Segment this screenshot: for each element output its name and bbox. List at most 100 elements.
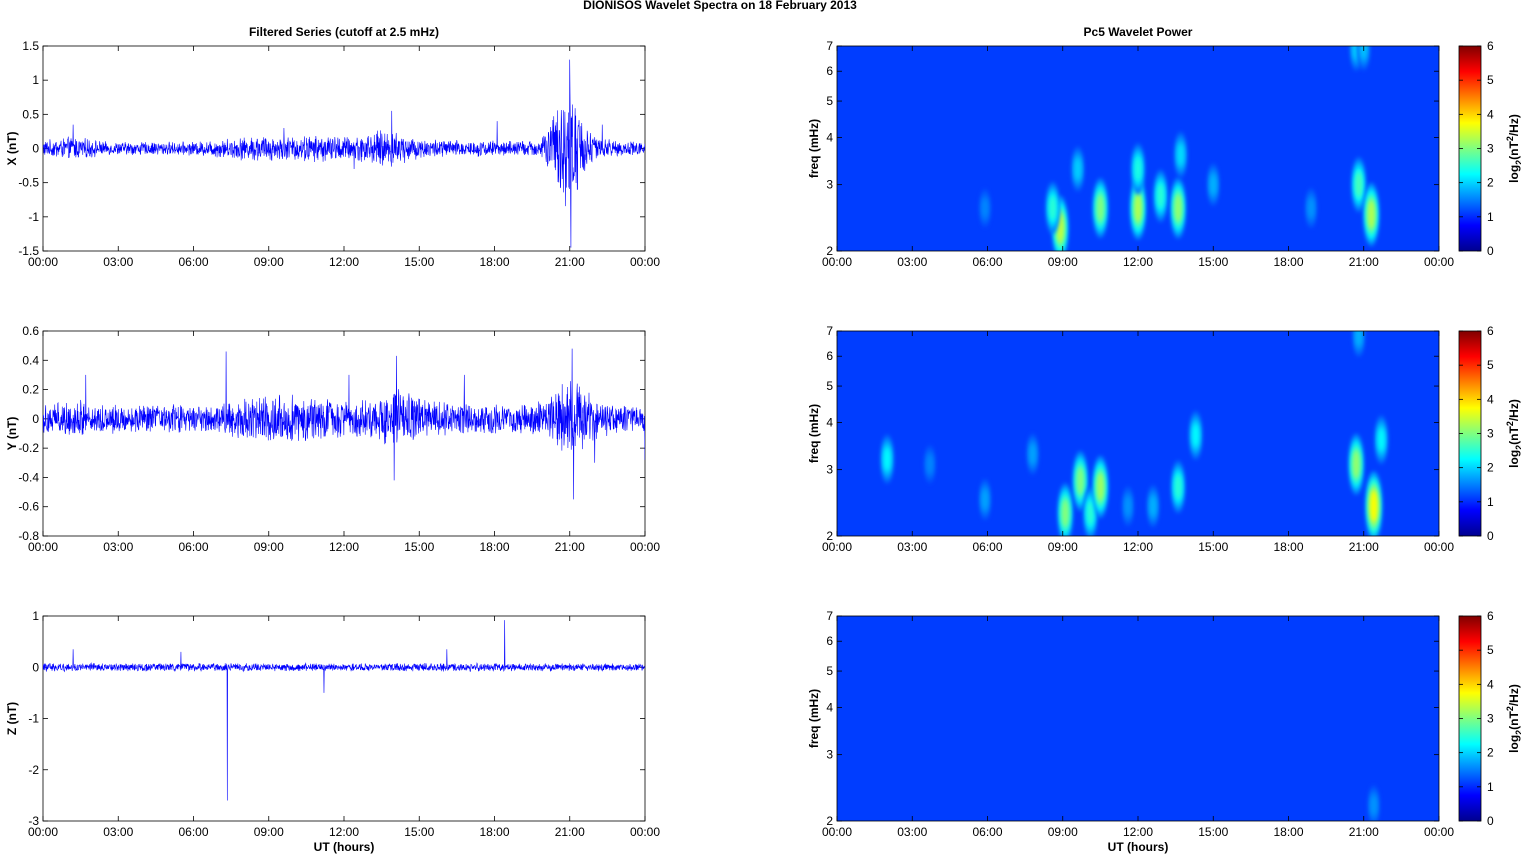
power-blob [982, 489, 988, 510]
x-tick-label: 00:00 [630, 255, 660, 269]
power-blob [1061, 499, 1069, 527]
colorbar-tick-label: 0 [1487, 529, 1494, 543]
colorbar-label: log2(nT2/Hz) [1505, 114, 1521, 183]
y-tick-label: 2 [826, 814, 833, 828]
power-blob [1355, 331, 1362, 346]
y-tick-label: 3 [826, 178, 833, 192]
x-tick-label: 00:00 [822, 540, 852, 554]
x-tick-label: 12:00 [329, 255, 359, 269]
colorbar-tick-label: 3 [1487, 142, 1494, 156]
colorbar-tick-label: 5 [1487, 73, 1494, 87]
x-tick-label: 21:00 [555, 255, 585, 269]
y-tick-label: 7 [826, 609, 833, 623]
power-blob [1076, 467, 1084, 495]
colorbar-tick-label: 4 [1487, 677, 1494, 691]
power-blob [1352, 450, 1360, 479]
x-tick-label: 00:00 [28, 825, 58, 839]
heatmap-panel-1: 00:00 03:00 06:00 09:00 12:00 15:00 18:00 21:00… [807, 25, 1521, 269]
y-tick-label: 0.4 [22, 353, 39, 367]
x-tick-label: 06:00 [972, 825, 1002, 839]
power-blob [1353, 46, 1360, 59]
y-tick-label: -0.2 [18, 441, 39, 455]
power-blob [1134, 157, 1142, 181]
power-blob [1134, 193, 1142, 223]
x-tick-label: 09:00 [254, 825, 284, 839]
axes-frame [42, 45, 646, 252]
y-axis-label: Y (nT) [5, 417, 19, 451]
power-blob [1308, 198, 1314, 218]
line-panel-y: 00:00 03:00 06:00 09:00 12:00 15:00 18:00 21:00… [5, 324, 660, 554]
x-tick-label: 06:00 [178, 255, 208, 269]
x-axis-label: UT (hours) [314, 840, 375, 854]
x-tick-label: 00:00 [1424, 255, 1454, 269]
y-tick-label: -1.5 [18, 244, 39, 258]
power-blob [1174, 194, 1182, 223]
x-tick-label: 00:00 [1424, 540, 1454, 554]
power-blob [1074, 158, 1081, 180]
x-tick-label: 03:00 [103, 540, 133, 554]
axes-title: Pc5 Wavelet Power [1084, 25, 1193, 39]
x-tick-label: 09:00 [254, 255, 284, 269]
power-blob [1355, 172, 1363, 198]
series-line [43, 620, 645, 801]
power-blob [1157, 183, 1164, 209]
power-blob [982, 198, 988, 218]
x-tick-label: 09:00 [1048, 255, 1078, 269]
x-tick-label: 12:00 [329, 540, 359, 554]
x-tick-label: 00:00 [630, 540, 660, 554]
power-blob [1360, 46, 1367, 59]
power-blob [1174, 474, 1182, 499]
x-tick-label: 06:00 [178, 540, 208, 554]
x-tick-label: 00:00 [28, 540, 58, 554]
colorbar-tick-label: 4 [1487, 392, 1494, 406]
power-blob [1371, 796, 1377, 815]
x-tick-label: 09:00 [1048, 825, 1078, 839]
x-tick-label: 12:00 [1123, 540, 1153, 554]
colorbar-tick-label: 6 [1487, 609, 1494, 623]
y-axis-label: X (nT) [5, 132, 19, 166]
x-tick-label: 00:00 [822, 825, 852, 839]
power-blob [1049, 195, 1056, 221]
y-tick-label: -3 [28, 814, 39, 828]
colorbar-label: log2(nT2/Hz) [1505, 684, 1521, 753]
colorbar-tick-label: 5 [1487, 643, 1494, 657]
y-tick-label: 1.5 [22, 39, 39, 53]
x-tick-label: 03:00 [103, 255, 133, 269]
y-tick-label: 1 [32, 609, 39, 623]
y-tick-label: 0 [32, 412, 39, 426]
axes-frame [836, 615, 1440, 822]
power-blob [884, 447, 891, 471]
x-axis-label: UT (hours) [1108, 840, 1169, 854]
y-tick-label: 2 [826, 529, 833, 543]
power-blob [927, 455, 933, 474]
x-tick-label: 00:00 [630, 825, 660, 839]
y-tick-label: 7 [826, 39, 833, 53]
y-tick-label: -2 [28, 763, 39, 777]
colorbar-tick-label: 2 [1487, 461, 1494, 475]
axes-title: Filtered Series (cutoff at 2.5 mHz) [249, 25, 439, 39]
x-tick-label: 21:00 [555, 825, 585, 839]
x-tick-label: 06:00 [178, 825, 208, 839]
figure-title: DIONISOS Wavelet Spectra on 18 February … [583, 0, 857, 12]
colorbar-tick-label: 6 [1487, 324, 1494, 338]
y-tick-label: 4 [826, 416, 833, 430]
x-tick-label: 18:00 [479, 540, 509, 554]
y-tick-label: 6 [826, 634, 833, 648]
x-tick-label: 00:00 [28, 255, 58, 269]
power-blob [1087, 501, 1094, 526]
line-panel-x: 00:00 03:00 06:00 09:00 12:00 15:00 18:00 21:00… [5, 25, 660, 269]
axes-frame [42, 615, 646, 822]
x-tick-label: 21:00 [1349, 255, 1379, 269]
axes-frame [836, 330, 1440, 537]
x-tick-label: 18:00 [1273, 540, 1303, 554]
x-tick-label: 18:00 [1273, 255, 1303, 269]
x-tick-label: 12:00 [1123, 825, 1153, 839]
y-axis-label: freq (mHz) [807, 689, 821, 748]
x-tick-label: 03:00 [897, 255, 927, 269]
y-tick-label: -0.5 [18, 176, 39, 190]
x-tick-label: 09:00 [254, 540, 284, 554]
colorbar-tick-label: 2 [1487, 746, 1494, 760]
x-tick-label: 06:00 [972, 255, 1002, 269]
y-tick-label: 7 [826, 324, 833, 338]
colorbar-tick-label: 3 [1487, 712, 1494, 726]
